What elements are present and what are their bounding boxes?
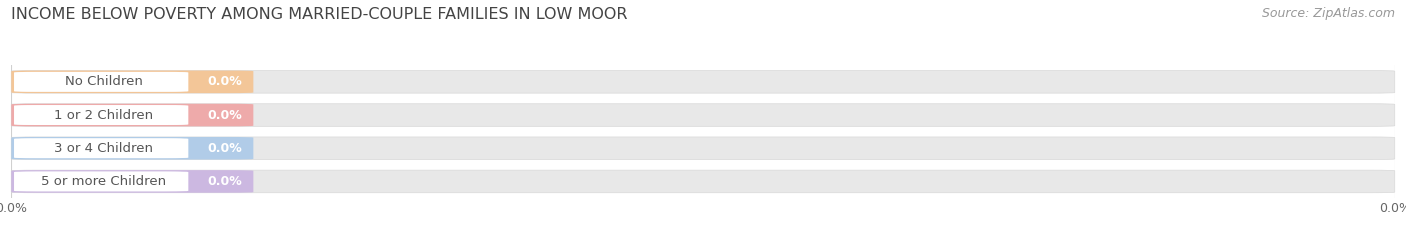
FancyBboxPatch shape <box>11 170 253 193</box>
FancyBboxPatch shape <box>11 137 253 160</box>
FancyBboxPatch shape <box>11 71 1395 93</box>
FancyBboxPatch shape <box>14 105 188 125</box>
FancyBboxPatch shape <box>17 172 186 191</box>
FancyBboxPatch shape <box>11 104 253 126</box>
FancyBboxPatch shape <box>17 72 186 92</box>
Text: 1 or 2 Children: 1 or 2 Children <box>55 109 153 122</box>
Text: INCOME BELOW POVERTY AMONG MARRIED-COUPLE FAMILIES IN LOW MOOR: INCOME BELOW POVERTY AMONG MARRIED-COUPL… <box>11 7 627 22</box>
FancyBboxPatch shape <box>14 171 188 192</box>
FancyBboxPatch shape <box>11 170 1395 193</box>
FancyBboxPatch shape <box>17 139 186 158</box>
FancyBboxPatch shape <box>11 137 1395 160</box>
FancyBboxPatch shape <box>14 138 188 158</box>
Text: 3 or 4 Children: 3 or 4 Children <box>55 142 153 155</box>
Text: 0.0%: 0.0% <box>208 109 242 122</box>
Text: 0.0%: 0.0% <box>208 75 242 88</box>
FancyBboxPatch shape <box>14 72 188 92</box>
FancyBboxPatch shape <box>11 104 1395 126</box>
FancyBboxPatch shape <box>17 105 186 125</box>
Text: No Children: No Children <box>65 75 143 88</box>
Text: 0.0%: 0.0% <box>208 175 242 188</box>
Text: 5 or more Children: 5 or more Children <box>41 175 166 188</box>
FancyBboxPatch shape <box>11 71 253 93</box>
Text: 0.0%: 0.0% <box>208 142 242 155</box>
Text: Source: ZipAtlas.com: Source: ZipAtlas.com <box>1261 7 1395 20</box>
